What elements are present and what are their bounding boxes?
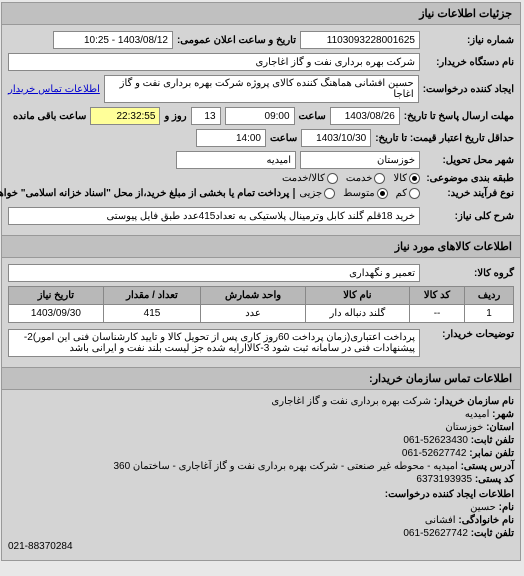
remain-label: ساعت باقی مانده [14, 111, 87, 122]
process-radio-group: کم متوسط جزیی [300, 188, 421, 199]
radio-service[interactable]: خدمت [347, 173, 387, 184]
city-label: شهر: [493, 409, 515, 420]
group-field: تعمیر و نگهداری [9, 264, 421, 282]
radio-med-dot [378, 188, 389, 199]
fax-val: 52627742-061 [403, 448, 468, 459]
category-radio-group: کالا خدمت کالا/خدمت [283, 173, 421, 184]
lname-label: نام خانوادگی: [459, 515, 515, 526]
province-label: استان: [487, 422, 515, 433]
radio-both[interactable]: کالا/خدمت [283, 173, 339, 184]
delivery-city: خوزستان [301, 151, 421, 169]
th-4: تعداد / مقدار [104, 287, 201, 305]
post-val: 6373193935 [417, 474, 473, 485]
th-5: تاریخ نیاز [10, 287, 105, 305]
payment-label: پرداخت تمام یا بخشی از مبلغ خرید،از محل … [0, 188, 290, 199]
creator-label: ایجاد کننده درخواست: [424, 84, 515, 95]
td-0: 1 [466, 305, 515, 323]
table-header-row: ردیف کد کالا نام کالا واحد شمارش تعداد /… [10, 287, 515, 305]
name-val: حسین [471, 502, 497, 513]
need-no-field: 1103093228001625 [301, 31, 421, 49]
name-label: نام: [500, 502, 515, 513]
radio-goods[interactable]: کالا [394, 173, 421, 184]
days-label: روز و [165, 111, 187, 122]
org-val: شرکت بهره برداری نفت و گاز اغاجاری [272, 396, 432, 407]
time-label-2: ساعت [271, 133, 298, 144]
radio-service-dot [375, 173, 386, 184]
td-3: عدد [202, 305, 307, 323]
category-label: طبقه بندی موضوعی: [425, 173, 515, 184]
device-label: نام دستگاه خریدار: [425, 57, 515, 68]
post-label: کد پستی: [476, 474, 515, 485]
radio-goods-dot [410, 173, 421, 184]
announce-field: 1403/08/12 - 10:25 [54, 31, 174, 49]
phone-label: تلفن ثابت: [472, 435, 515, 446]
creator-field: حسین افشانی هماهنگ کننده کالای پروژه شرک… [105, 75, 420, 103]
price-valid-label: حداقل تاریخ اعتبار قیمت: تا تاریخ: [376, 133, 515, 144]
delivery-city2: امیدیه [177, 151, 297, 169]
addr-label: آدرس پستی: [462, 461, 515, 472]
deadline-time: 09:00 [226, 107, 296, 125]
th-3: واحد شمارش [202, 287, 307, 305]
phone-val: 52623430-061 [404, 435, 469, 446]
announce-label: تاریخ و ساعت اعلان عمومی: [178, 35, 297, 46]
time-label-1: ساعت [300, 111, 327, 122]
td-2: گلند دنباله دار [306, 305, 410, 323]
radio-med[interactable]: متوسط [344, 188, 388, 199]
deadline-label: مهلت ارسال پاسخ تا تاریخ: [405, 111, 515, 122]
main-panel: جزئیات اطلاعات نیاز شماره نیاز: 11030932… [2, 2, 522, 561]
remain-time: 22:32:55 [91, 107, 161, 125]
contact-section-title: اطلاعات تماس سازمان خریدار: [3, 367, 521, 390]
deadline-date: 1403/08/26 [331, 107, 401, 125]
td-1: -- [410, 305, 465, 323]
delivery-city-label: شهر محل تحویل: [425, 155, 515, 166]
items-section-title: اطلاعات کالاهای مورد نیاز [3, 235, 521, 258]
radio-low[interactable]: کم [397, 188, 421, 199]
price-valid-date: 1403/10/30 [302, 129, 372, 147]
days-field: 13 [192, 107, 222, 125]
panel-title: جزئیات اطلاعات نیاز [3, 3, 521, 25]
radio-low-dot [410, 188, 421, 199]
desc-label: شرح کلی نیاز: [425, 211, 515, 222]
td-4: 415 [104, 305, 201, 323]
table-row: 1 -- گلند دنباله دار عدد 415 1403/09/30 [10, 305, 515, 323]
need-no-label: شماره نیاز: [425, 35, 515, 46]
requester-section: اطلاعات ایجاد کننده درخواست: [9, 489, 515, 500]
radio-partial-dot [325, 188, 336, 199]
rphone-val: 52627742-061 [404, 528, 469, 539]
lname-val: افشانی [426, 515, 457, 526]
radio-both-dot [328, 173, 339, 184]
price-valid-time: 14:00 [197, 129, 267, 147]
td-5: 1403/09/30 [10, 305, 105, 323]
device-field: شرکت بهره برداری نفت و گاز اغاجاری [9, 53, 421, 71]
city-val: امیدیه [466, 409, 491, 420]
buyer-note-text: پرداخت اعتباری(زمان پرداخت 60روز کاری پس… [9, 329, 421, 357]
fax-label: تلفن نمابر: [470, 448, 515, 459]
footer-phone: 021-88370284 [9, 541, 515, 552]
buyer-note-label: توضیحات خریدار: [425, 329, 515, 340]
radio-partial[interactable]: جزیی [300, 188, 336, 199]
addr-val: امیدیه - محوطه غیر صنعتی - شرکت بهره برد… [114, 461, 458, 472]
treasury-checkbox[interactable] [294, 188, 296, 199]
org-label: نام سازمان خریدار: [435, 396, 515, 407]
items-table: ردیف کد کالا نام کالا واحد شمارش تعداد /… [9, 286, 515, 323]
panel-body: شماره نیاز: 1103093228001625 تاریخ و ساع… [3, 25, 521, 235]
contact-link[interactable]: اطلاعات تماس خریدار [9, 84, 101, 95]
th-2: نام کالا [306, 287, 410, 305]
group-label: گروه کالا: [425, 268, 515, 279]
process-label: نوع فرآیند خرید: [425, 188, 515, 199]
contact-body: نام سازمان خریدار: شرکت بهره برداری نفت … [3, 390, 521, 560]
th-1: کد کالا [410, 287, 465, 305]
rphone-label: تلفن ثابت: [472, 528, 515, 539]
desc-field: خرید 18قلم گلند کابل وترمینال پلاستیکی ب… [9, 207, 421, 225]
th-0: ردیف [466, 287, 515, 305]
province-val: خوزستان [446, 422, 484, 433]
